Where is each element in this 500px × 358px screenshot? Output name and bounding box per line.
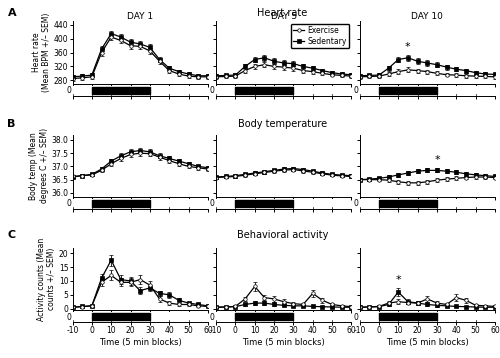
Text: 0: 0: [66, 313, 71, 321]
Text: C: C: [8, 230, 16, 240]
Text: 0: 0: [354, 199, 358, 208]
Text: B: B: [8, 119, 16, 129]
Text: 0: 0: [210, 313, 214, 321]
Title: DAY 1: DAY 1: [127, 12, 154, 21]
Text: 0: 0: [354, 313, 358, 321]
Text: *: *: [405, 42, 411, 52]
Text: Body temperature: Body temperature: [238, 119, 327, 129]
X-axis label: Time (5 min blocks): Time (5 min blocks): [99, 338, 182, 347]
Text: 0: 0: [66, 86, 71, 95]
Text: Behavioral activity: Behavioral activity: [237, 230, 328, 240]
Legend: Exercise, Sedentary: Exercise, Sedentary: [290, 24, 349, 48]
Text: 0: 0: [66, 199, 71, 208]
Text: 0: 0: [354, 86, 358, 95]
Text: 0: 0: [210, 199, 214, 208]
X-axis label: Time (5 min blocks): Time (5 min blocks): [242, 338, 325, 347]
Y-axis label: Body temp (Mean
degrees C +/– SEM): Body temp (Mean degrees C +/– SEM): [29, 128, 48, 203]
Text: A: A: [8, 8, 16, 18]
Y-axis label: Activity counts (Mean
counts +/– SEM): Activity counts (Mean counts +/– SEM): [36, 237, 56, 320]
Y-axis label: Heart rate
(Mean BPM +/– SEM): Heart rate (Mean BPM +/– SEM): [32, 13, 51, 92]
Title: DAY 5: DAY 5: [270, 12, 297, 21]
Text: 0: 0: [210, 86, 214, 95]
Title: DAY 10: DAY 10: [412, 12, 443, 21]
Text: Heart rate: Heart rate: [258, 8, 308, 18]
Text: *: *: [434, 155, 440, 165]
X-axis label: Time (5 min blocks): Time (5 min blocks): [386, 338, 468, 347]
Text: *: *: [396, 275, 401, 285]
